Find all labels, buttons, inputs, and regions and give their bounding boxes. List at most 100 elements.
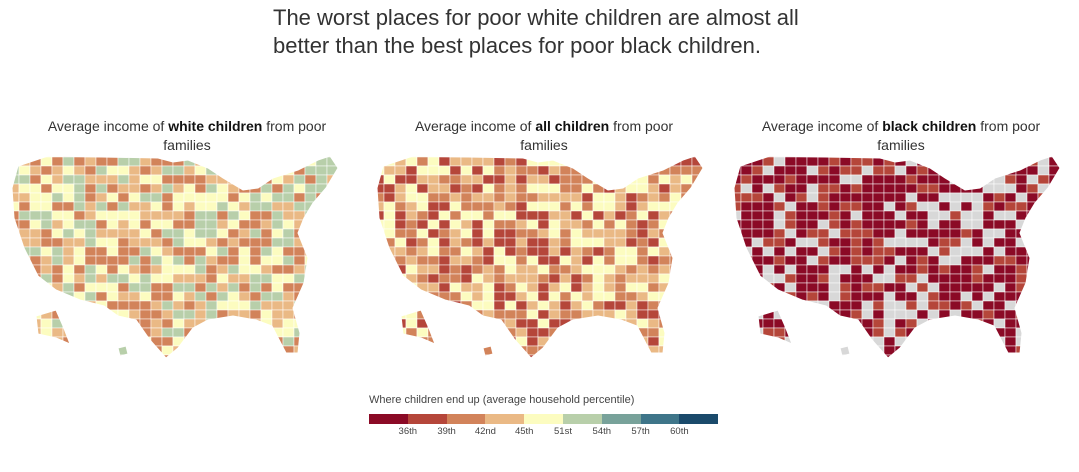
county-region — [938, 255, 951, 266]
county-region — [1015, 201, 1028, 212]
county-region — [271, 237, 284, 248]
county-region — [702, 327, 703, 338]
county-region — [95, 156, 108, 167]
county-region — [106, 300, 119, 311]
county-region — [949, 309, 962, 320]
county-region — [680, 201, 693, 212]
county-region — [471, 282, 484, 293]
county-region — [614, 273, 627, 284]
county-region — [916, 201, 929, 212]
county-region — [949, 291, 962, 302]
county-region — [927, 336, 940, 347]
county-region — [680, 156, 693, 158]
legend-swatch — [562, 414, 602, 424]
county-region — [62, 237, 75, 248]
county-region — [762, 192, 775, 203]
county-region — [194, 228, 207, 239]
county-region — [438, 327, 451, 338]
county-region — [784, 300, 797, 311]
county-region — [438, 219, 451, 230]
county-region — [927, 201, 940, 212]
county-region — [337, 174, 338, 185]
county-region — [637, 364, 648, 368]
county-region — [702, 156, 703, 167]
county-region — [828, 291, 841, 302]
county-region — [1037, 300, 1050, 311]
county-region — [106, 201, 119, 212]
county-region — [40, 336, 53, 347]
county-region — [383, 309, 396, 320]
county-region — [482, 228, 495, 239]
county-region — [471, 345, 484, 356]
county-region — [1004, 183, 1017, 194]
county-region — [271, 156, 284, 158]
county-region — [636, 264, 649, 275]
county-region — [1004, 228, 1017, 239]
county-region — [916, 219, 929, 230]
county-region — [172, 210, 185, 221]
county-region — [194, 183, 207, 194]
county-region — [315, 345, 328, 356]
county-region — [647, 192, 660, 203]
panel-title-pre: Average income of — [761, 118, 883, 134]
county-region — [51, 345, 64, 356]
county-region — [460, 273, 473, 284]
county-region — [960, 246, 973, 257]
county-region — [84, 318, 97, 329]
county-region — [784, 165, 797, 176]
county-region — [117, 291, 130, 302]
county-region — [449, 318, 462, 329]
county-region — [493, 300, 506, 311]
county-region — [817, 228, 830, 239]
county-region — [905, 264, 918, 275]
county-region — [183, 246, 196, 257]
county-region — [784, 201, 797, 212]
county-region — [1048, 273, 1060, 284]
county-region — [603, 228, 616, 239]
county-region — [73, 255, 86, 266]
county-region — [1048, 228, 1060, 239]
county-region — [493, 210, 506, 221]
county-region — [817, 282, 830, 293]
county-region — [504, 156, 517, 158]
county-region — [960, 291, 973, 302]
county-region — [625, 237, 638, 248]
county-region — [527, 364, 538, 368]
county-region — [537, 237, 550, 248]
county-region — [337, 264, 338, 275]
county-region — [260, 201, 273, 212]
legend-tick-label: 39th — [437, 426, 456, 437]
county-region — [515, 246, 528, 257]
county-region — [702, 228, 703, 239]
county-region — [271, 165, 284, 176]
county-region — [150, 174, 163, 185]
county-region — [84, 327, 97, 338]
county-region — [861, 201, 874, 212]
county-region — [515, 255, 528, 266]
county-region — [95, 246, 108, 257]
county-region — [460, 174, 473, 185]
county-region — [405, 318, 418, 329]
county-region — [1037, 219, 1050, 230]
county-region — [172, 219, 185, 230]
county-region — [927, 228, 940, 239]
county-region — [504, 282, 517, 293]
county-region — [938, 318, 951, 329]
county-region — [405, 336, 418, 347]
county-region — [62, 354, 75, 358]
county-region — [680, 165, 693, 176]
county-region — [669, 156, 682, 158]
county-region — [625, 336, 638, 347]
county-region — [128, 291, 141, 302]
county-region — [905, 309, 918, 320]
county-region — [894, 165, 907, 176]
county-region — [570, 210, 583, 221]
county-region — [982, 291, 995, 302]
county-region — [828, 228, 841, 239]
county-region — [548, 273, 561, 284]
county-region — [570, 264, 583, 275]
county-region — [161, 273, 174, 284]
county-region — [29, 246, 42, 257]
county-region — [548, 300, 561, 311]
county-region — [592, 174, 605, 185]
